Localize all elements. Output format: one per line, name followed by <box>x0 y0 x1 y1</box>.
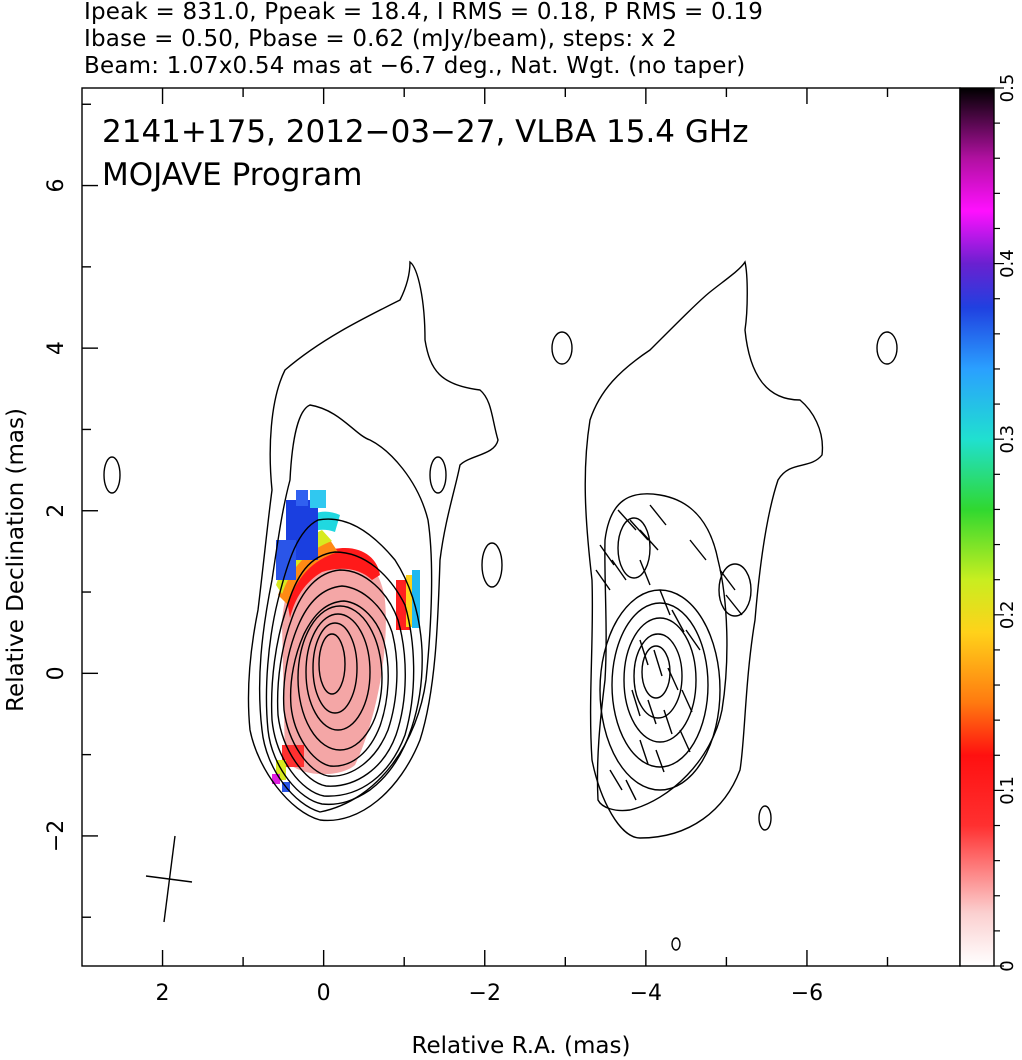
pol-salmon-region <box>282 549 386 775</box>
y-tick-label: 6 <box>44 179 69 193</box>
colorbar-tick-label: 0.1 <box>997 776 1018 805</box>
colorbar-tick-label: 0.2 <box>997 600 1018 629</box>
pol-cyan-patch <box>310 490 326 508</box>
colorbar-tick-label: 0.5 <box>997 74 1018 103</box>
y-tick-label: 0 <box>44 666 69 680</box>
x-tick-label: 0 <box>317 981 331 1006</box>
colorbar-tick-label: 0.4 <box>997 249 1018 278</box>
beam-cross <box>145 835 193 923</box>
colorbar <box>959 87 995 967</box>
pol-right-cyan <box>412 570 420 628</box>
header-beam-line: Beam: 1.07x0.54 mas at −6.7 deg., Nat. W… <box>84 53 746 79</box>
pol-right-yellow <box>406 575 414 627</box>
header-peak-line: Ipeak = 831.0, Ppeak = 18.4, I RMS = 0.1… <box>84 0 764 25</box>
y-tick-label: −2 <box>44 820 69 852</box>
x-tick-label: −4 <box>630 981 662 1006</box>
colorbar-labels: 0 0.1 0.2 0.3 0.4 0.5 <box>997 74 1018 972</box>
inner-title: 2141+175, 2012−03−27, VLBA 15.4 GHz <box>102 114 748 150</box>
header-base-line: Ibase = 0.50, Pbase = 0.62 (mJy/beam), s… <box>84 26 677 52</box>
colorbar-ticks <box>994 87 1004 967</box>
y-tick-label: 4 <box>44 341 69 355</box>
plot-frame <box>81 87 961 967</box>
inner-subtitle: MOJAVE Program <box>102 157 362 193</box>
left-contours <box>247 260 499 822</box>
x-tick-label: −2 <box>469 981 501 1006</box>
pol-blue-patch-c <box>296 490 308 506</box>
isolated-contours <box>103 331 898 951</box>
right-contours <box>584 260 824 839</box>
left-outer-contour <box>247 260 499 822</box>
pol-bottom-magenta <box>272 774 280 784</box>
fractional-pol-image <box>272 490 420 792</box>
axis-tick-labels: 2 0 −2 −4 −6 −2 0 2 4 6 <box>44 179 823 1006</box>
y-tick-label: 2 <box>44 504 69 518</box>
colorbar-tick-label: 0 <box>997 960 1018 971</box>
x-tick-label: 2 <box>156 981 170 1006</box>
pol-blue-patch-b <box>276 540 296 580</box>
plot-content: 2141+175, 2012−03−27, VLBA 15.4 GHz MOJA… <box>102 114 898 951</box>
right-outer-contour <box>584 260 824 839</box>
left-inner-contour <box>258 404 433 813</box>
evpa-vectors <box>595 504 743 801</box>
x-axis-label: Relative R.A. (mas) <box>412 1033 631 1059</box>
y-axis-label: Relative Declination (mas) <box>3 408 29 712</box>
x-tick-label: −6 <box>791 981 823 1006</box>
axis-ticks <box>82 88 889 966</box>
colorbar-tick-label: 0.3 <box>997 425 1018 454</box>
